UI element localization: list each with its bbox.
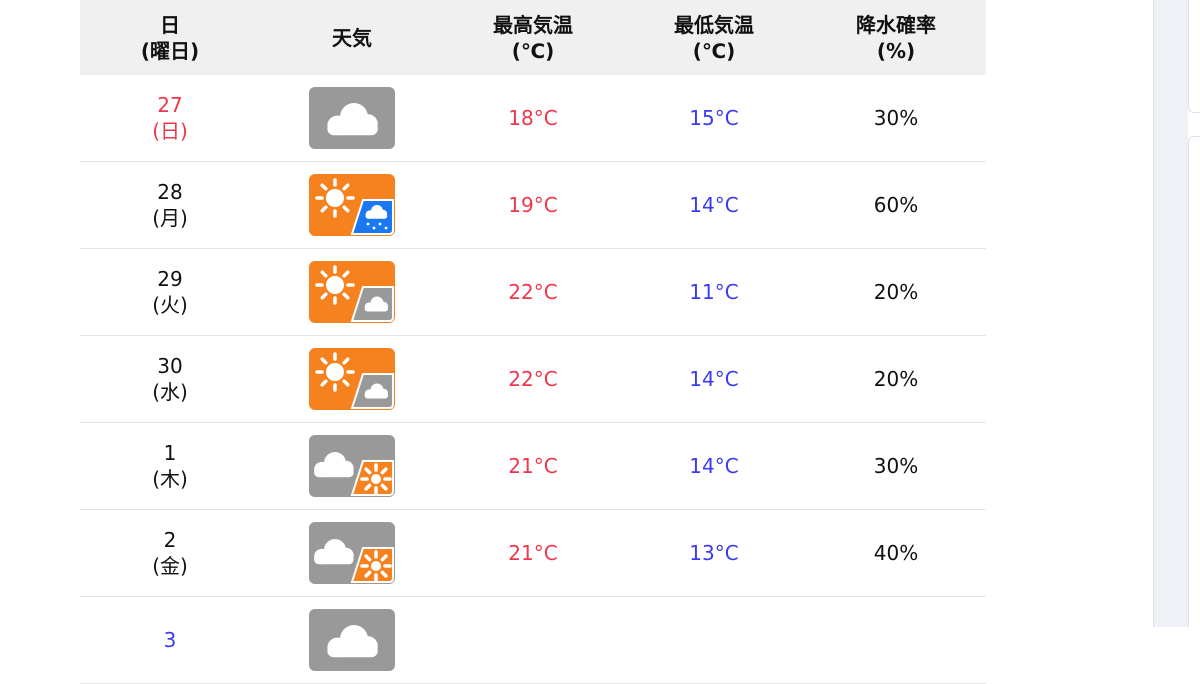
rain-chance-cell: 30% bbox=[873, 454, 919, 478]
high-temp-cell bbox=[444, 597, 622, 683]
side-card bbox=[1188, 136, 1200, 627]
high-temp-cell: 21°C bbox=[508, 454, 558, 478]
high-temp-cell: 21°C bbox=[508, 541, 558, 565]
table-row: 30 (水) 22°C 14°C 20% bbox=[80, 336, 986, 423]
low-temp-cell: 14°C bbox=[689, 193, 739, 217]
rain-chance-cell: 20% bbox=[873, 280, 919, 304]
table-row: 2 (金) 21°C 13°C 40% bbox=[80, 510, 986, 597]
table-row: 1 (木) 21°C 14°C 30% bbox=[80, 423, 986, 510]
rain-chance-cell: 30% bbox=[873, 106, 919, 130]
rain-chance-cell: 60% bbox=[873, 193, 919, 217]
high-temp-cell: 22°C bbox=[508, 367, 558, 391]
cloudy-then-sunny-icon bbox=[309, 435, 395, 497]
low-temp-cell: 14°C bbox=[689, 454, 739, 478]
weather-cell bbox=[260, 75, 444, 161]
date-cell: 28 (月) bbox=[152, 180, 188, 230]
rain-chance-cell bbox=[806, 597, 986, 683]
weather-cell bbox=[260, 249, 444, 335]
low-temp-cell: 13°C bbox=[689, 541, 739, 565]
date-cell: 2 (金) bbox=[152, 528, 188, 578]
sunny-then-rain-icon bbox=[309, 174, 395, 236]
table-row: 3 bbox=[80, 597, 986, 684]
low-temp-cell: 15°C bbox=[689, 106, 739, 130]
high-temp-cell: 19°C bbox=[508, 193, 558, 217]
weather-cell bbox=[260, 162, 444, 248]
date-cell: 3 bbox=[163, 628, 177, 652]
sunny-then-cloudy-icon bbox=[309, 261, 395, 323]
weather-table: 日 (曜日) 天気 最高気温 (℃) 最低気温 (℃) 降水確率 (%) 27 (日) 1… bbox=[80, 0, 986, 684]
date-cell: 1 (木) bbox=[152, 441, 188, 491]
sunny-then-cloudy-icon bbox=[309, 348, 395, 410]
header-date: 日 (曜日) bbox=[140, 12, 200, 63]
table-row: 27 (日) 18°C 15°C 30% bbox=[80, 75, 986, 162]
table-row: 28 (月) 19°C 14°C 60% bbox=[80, 162, 986, 249]
header-weather: 天気 bbox=[332, 25, 372, 50]
side-card bbox=[1188, 0, 1200, 113]
weather-cell bbox=[260, 510, 444, 596]
weather-cell bbox=[260, 423, 444, 509]
rain-chance-cell: 20% bbox=[873, 367, 919, 391]
cloudy-icon bbox=[309, 609, 395, 671]
date-cell: 27 (日) bbox=[152, 93, 188, 143]
cloudy-icon bbox=[309, 87, 395, 149]
table-header: 日 (曜日) 天気 最高気温 (℃) 最低気温 (℃) 降水確率 (%) bbox=[80, 0, 986, 75]
high-temp-cell: 18°C bbox=[508, 106, 558, 130]
header-high: 最高気温 (℃) bbox=[493, 12, 573, 63]
low-temp-cell: 11°C bbox=[689, 280, 739, 304]
header-rain: 降水確率 (%) bbox=[856, 12, 936, 63]
side-panel bbox=[1153, 0, 1188, 627]
high-temp-cell: 22°C bbox=[508, 280, 558, 304]
weather-cell bbox=[260, 336, 444, 422]
rain-chance-cell: 40% bbox=[873, 541, 919, 565]
date-cell: 29 (火) bbox=[152, 267, 188, 317]
weather-cell bbox=[260, 597, 444, 683]
table-row: 29 (火) 22°C 11°C 20% bbox=[80, 249, 986, 336]
date-cell: 30 (水) bbox=[152, 354, 188, 404]
header-low: 最低気温 (℃) bbox=[674, 12, 754, 63]
low-temp-cell bbox=[622, 597, 806, 683]
low-temp-cell: 14°C bbox=[689, 367, 739, 391]
cloudy-then-sunny-icon bbox=[309, 522, 395, 584]
